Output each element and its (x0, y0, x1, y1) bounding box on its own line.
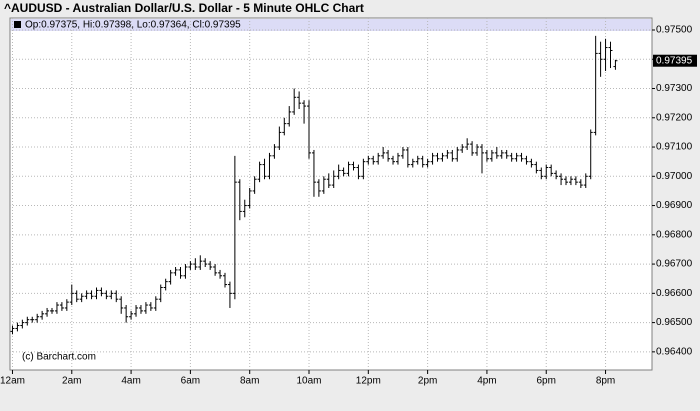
y-tick-label: 0.97100 (656, 142, 693, 153)
x-tick-label: 6pm (537, 376, 556, 387)
grid (10, 18, 652, 370)
info-strip (11, 19, 651, 31)
y-tick-label: 0.97300 (656, 83, 693, 94)
info-swatch (14, 21, 21, 28)
x-tick-label: 12am (0, 376, 25, 387)
last-price-label: 0.97395 (656, 55, 693, 66)
plot-area (9, 17, 653, 371)
bars (10, 35, 618, 335)
x-tick-label: 2pm (418, 376, 437, 387)
x-tick-label: 4pm (477, 376, 496, 387)
x-tick-label: 4am (121, 376, 140, 387)
y-tick-label: 0.96900 (656, 200, 693, 211)
x-tick-label: 10am (296, 376, 321, 387)
y-tick-label: 0.96600 (656, 288, 693, 299)
last-price-box (653, 54, 697, 67)
x-tick-label: 2am (62, 376, 81, 387)
chart-title: ^AUDUSD - Australian Dollar/U.S. Dollar … (4, 1, 364, 15)
y-tick-label: 0.96500 (656, 317, 693, 328)
y-tick-label: 0.97500 (656, 25, 693, 36)
x-tick-label: 8am (240, 376, 259, 387)
credit: (c) Barchart.com (22, 352, 96, 363)
y-tick-label: 0.97000 (656, 171, 693, 182)
y-tick-label: 0.96800 (656, 229, 693, 240)
y-tick-label: 0.97200 (656, 112, 693, 123)
y-tick-label: 0.96400 (656, 346, 693, 357)
x-tick-label: 12pm (356, 376, 381, 387)
x-tick-label: 8pm (596, 376, 615, 387)
info-text: Op:0.97375, Hi:0.97398, Lo:0.97364, Cl:0… (25, 20, 241, 31)
y-tick-label: 0.96700 (656, 259, 693, 270)
x-tick-label: 6am (181, 376, 200, 387)
